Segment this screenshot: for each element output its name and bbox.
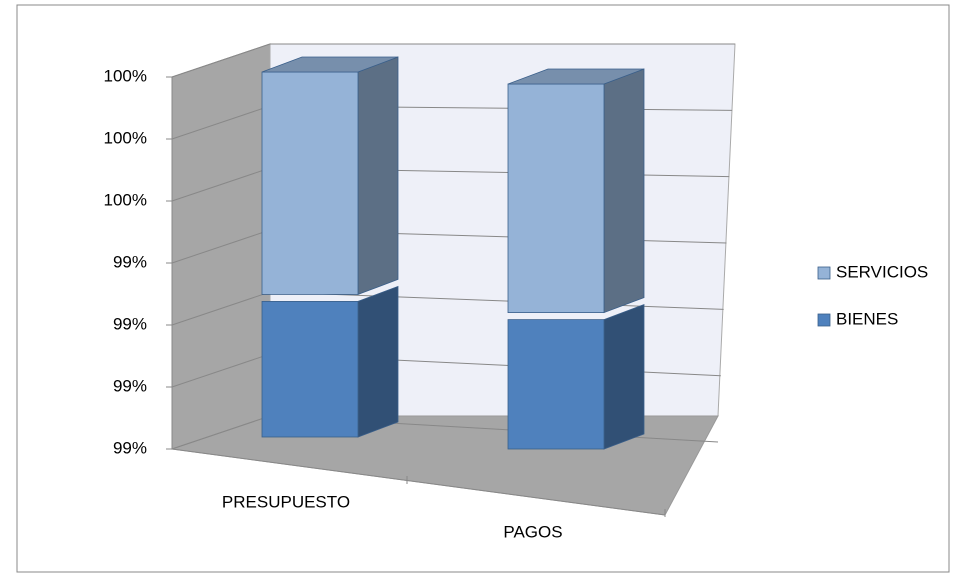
- bar: [507, 319, 605, 450]
- y-tick-label: 99%: [113, 438, 147, 457]
- grid-line: [269, 291, 724, 310]
- legend-swatch: [817, 266, 831, 280]
- grid-line: [171, 291, 271, 326]
- legend-label: BIENES: [836, 309, 898, 328]
- bar: [507, 83, 605, 314]
- legend-swatch: [817, 313, 831, 327]
- y-tick-label: 100%: [104, 66, 147, 85]
- x-axis: [171, 448, 666, 516]
- bar: [261, 300, 359, 438]
- bar-top: [261, 56, 399, 73]
- bar-side: [357, 56, 399, 295]
- bar: [261, 71, 359, 295]
- y-tick-label: 99%: [113, 376, 147, 395]
- grid-line: [171, 353, 271, 388]
- y-tick-label: 99%: [113, 252, 147, 271]
- grid-line: [171, 43, 271, 78]
- bar-side: [357, 285, 399, 438]
- y-tick-label: 99%: [113, 314, 147, 333]
- x-tick-label: PRESUPUESTO: [222, 492, 350, 511]
- grid-line: [171, 415, 271, 450]
- bar-top: [507, 68, 645, 85]
- x-tick-label: PAGOS: [503, 522, 562, 541]
- legend-label: SERVICIOS: [836, 262, 928, 281]
- bar-side: [603, 304, 645, 450]
- grid-line: [171, 167, 271, 202]
- y-tick-label: 100%: [104, 128, 147, 147]
- grid-line: [171, 105, 271, 140]
- y-tick-label: 100%: [104, 190, 147, 209]
- bar-side: [603, 68, 645, 314]
- grid-line: [171, 229, 271, 264]
